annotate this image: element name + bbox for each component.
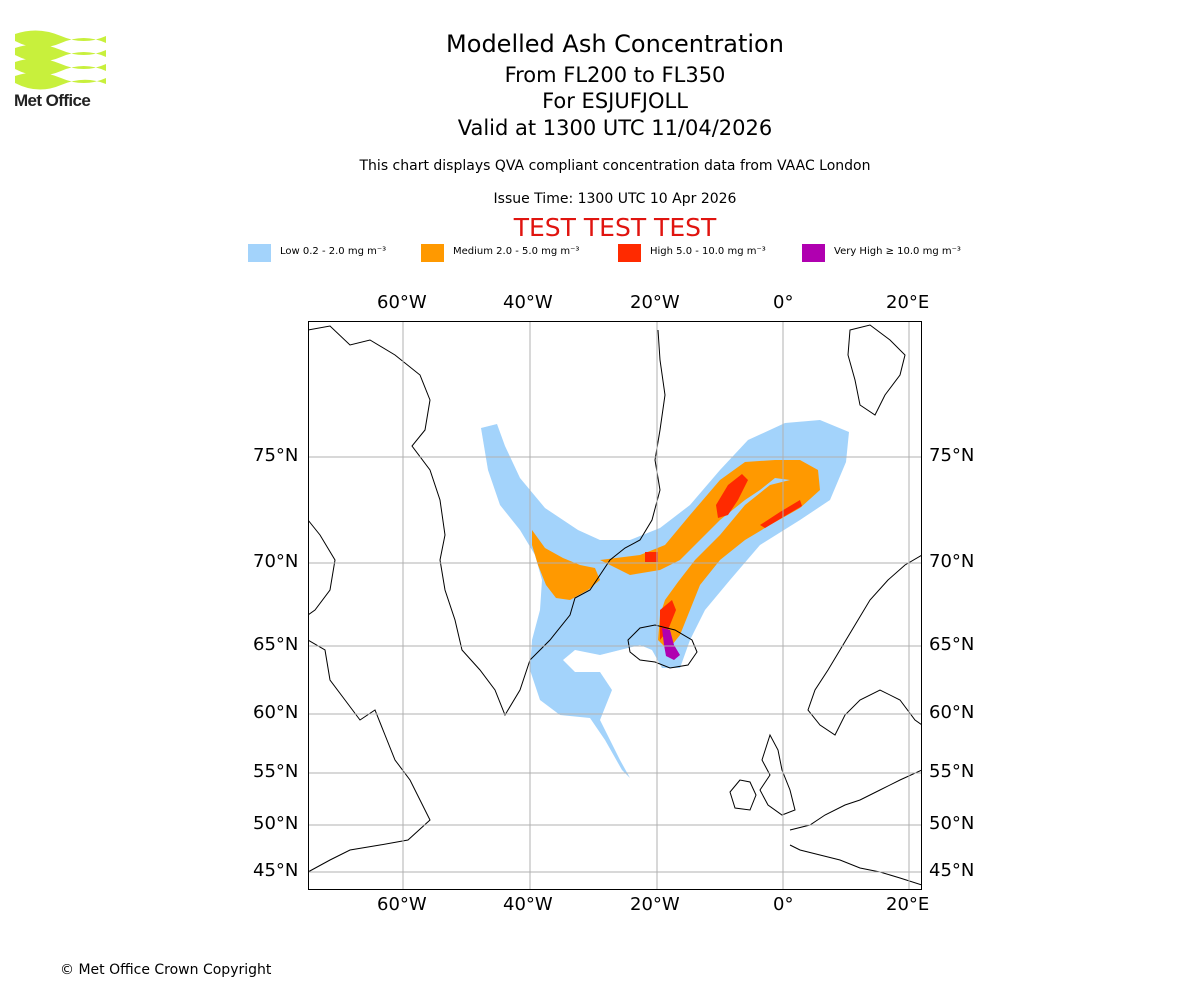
- coastline-greenland: [308, 325, 666, 717]
- coastline-scandinavia: [807, 554, 922, 736]
- ash-map: [308, 321, 922, 890]
- lat-label-left-55n: 55°N: [253, 761, 299, 782]
- ash-high-region: [645, 474, 802, 640]
- legend-label-low: Low 0.2 - 2.0 mg m⁻³: [280, 246, 387, 257]
- coastline-iceland: [627, 624, 698, 669]
- lat-label-left-75n: 75°N: [253, 445, 299, 466]
- legend-label-medium: Medium 2.0 - 5.0 mg m⁻³: [453, 246, 580, 257]
- lat-label-left-50n: 50°N: [253, 813, 299, 834]
- lon-label-top-0: 0°: [773, 292, 794, 313]
- lat-label-right-75n: 75°N: [929, 445, 975, 466]
- lat-label-left-70n: 70°N: [253, 551, 299, 572]
- lon-label-bottom-60w: 60°W: [377, 894, 427, 915]
- coastline-svalbard: [847, 324, 906, 416]
- legend-label-high: High 5.0 - 10.0 mg m⁻³: [650, 246, 766, 257]
- lat-label-right-50n: 50°N: [929, 813, 975, 834]
- volcano-name: For ESJUFJOLL: [542, 89, 688, 113]
- ash-medium-west: [532, 530, 600, 600]
- lat-label-right-70n: 70°N: [929, 551, 975, 572]
- lon-label-bottom-40w: 40°W: [503, 894, 553, 915]
- logo-wordmark: Met Office: [14, 91, 91, 110]
- test-banner: TEST TEST TEST: [513, 213, 717, 242]
- lon-label-bottom-0: 0°: [773, 894, 794, 915]
- lat-label-left-65n: 65°N: [253, 634, 299, 655]
- lon-label-top-20e: 20°E: [886, 292, 930, 313]
- lon-label-top-40w: 40°W: [503, 292, 553, 313]
- flight-level-range: From FL200 to FL350: [504, 63, 726, 87]
- coastline-europe: [789, 769, 922, 886]
- lat-label-right-60n: 60°N: [929, 702, 975, 723]
- lon-label-bottom-20w: 20°W: [630, 894, 680, 915]
- graticule: [308, 321, 922, 890]
- issue-time: Issue Time: 1300 UTC 10 Apr 2026: [493, 191, 737, 207]
- legend-label-very-high: Very High ≥ 10.0 mg m⁻³: [834, 246, 961, 257]
- legend-swatch-low: [248, 244, 271, 262]
- legend-swatch-very-high: [802, 244, 825, 262]
- lon-label-top-20w: 20°W: [630, 292, 680, 313]
- lon-label-top-60w: 60°W: [377, 292, 427, 313]
- valid-time: Valid at 1300 UTC 11/04/2026: [457, 116, 773, 140]
- lat-label-left-60n: 60°N: [253, 702, 299, 723]
- legend-swatch-medium: [421, 244, 444, 262]
- lat-label-right-55n: 55°N: [929, 761, 975, 782]
- qva-note: This chart displays QVA compliant concen…: [359, 158, 871, 174]
- chart-title: Modelled Ash Concentration: [446, 30, 784, 58]
- legend-swatch-high: [618, 244, 641, 262]
- lat-label-right-65n: 65°N: [929, 634, 975, 655]
- lon-label-bottom-20e: 20°E: [886, 894, 930, 915]
- ash-medium-main: [600, 460, 820, 650]
- coastline-uk: [729, 733, 796, 816]
- lat-label-right-45n: 45°N: [929, 860, 975, 881]
- coastline-canada: [308, 519, 431, 873]
- copyright: © Met Office Crown Copyright: [60, 962, 272, 978]
- lat-label-left-45n: 45°N: [253, 860, 299, 881]
- ash-very-high-region: [662, 628, 680, 660]
- map-frame: [308, 321, 922, 890]
- met-office-logo: [15, 30, 106, 90]
